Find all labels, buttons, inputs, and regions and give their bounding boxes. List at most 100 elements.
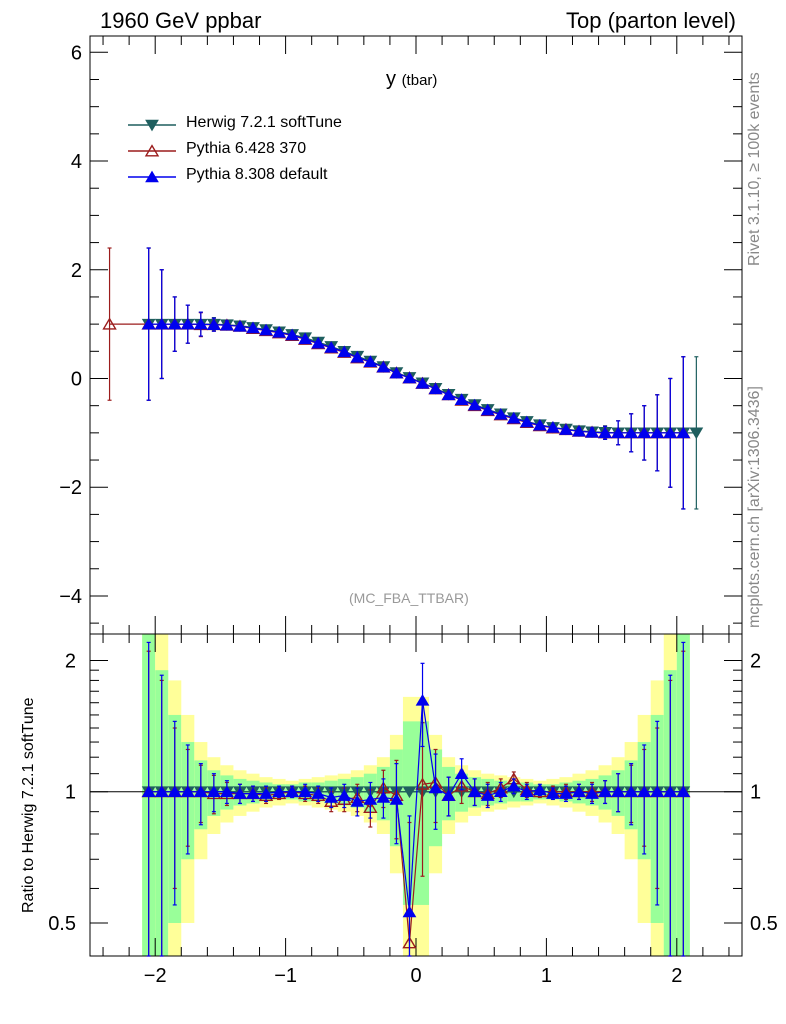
- main-point: [233, 319, 247, 332]
- ratio-point: [207, 785, 221, 798]
- ratio-point: [467, 785, 482, 798]
- main-point: [324, 341, 339, 353]
- ratio-point: [220, 785, 234, 798]
- y-tick-label: 4: [71, 151, 82, 173]
- main-point: [650, 426, 665, 439]
- main-point: [259, 323, 273, 336]
- ratio-point: [611, 785, 625, 798]
- main-point: [467, 398, 482, 411]
- header-energy-label: 1960 GeV ppbar: [100, 8, 262, 33]
- ratio-point: [585, 787, 599, 799]
- ratio-point: [441, 789, 456, 801]
- y-tick-label: 0: [71, 368, 82, 390]
- main-point: [663, 426, 678, 439]
- x-tick-label: 2: [671, 965, 682, 987]
- ratio-point: [650, 785, 665, 798]
- ratio-point: [428, 781, 443, 794]
- ratio-point: [506, 779, 521, 792]
- plot-title-main: y: [386, 68, 396, 90]
- main-series-2: [102, 247, 691, 510]
- ratio-point: [324, 791, 339, 803]
- x-tick-label: 0: [410, 965, 421, 987]
- main-point: [154, 317, 169, 330]
- ratio-y-tick-label: 0.5: [48, 913, 76, 935]
- main-point: [415, 376, 430, 389]
- ratio-point: [337, 789, 352, 801]
- main-point: [676, 426, 691, 439]
- main-point: [454, 393, 469, 405]
- x-tick-label: −1: [274, 965, 297, 987]
- ratio-point: [559, 787, 573, 799]
- ratio-point: [493, 785, 508, 798]
- legend-marker: [145, 170, 159, 183]
- legend-label-pythia8: Pythia 8.308 default: [186, 166, 328, 183]
- y-tick-label: −2: [59, 477, 82, 499]
- ratio-point: [572, 785, 586, 798]
- main-point: [624, 426, 639, 439]
- ratio-point: [676, 785, 691, 798]
- header-level-label: Top (parton level): [566, 8, 736, 33]
- main-point: [141, 317, 156, 330]
- ratio-y-tick-label: 1: [65, 782, 76, 804]
- main-point: [546, 421, 560, 433]
- ratio-point: [233, 787, 247, 799]
- y-tick-label: −4: [59, 586, 82, 608]
- ratio-point: [598, 785, 612, 798]
- plot-title: y (tbar): [386, 68, 437, 91]
- ratio-y-tick-label-right: 2: [750, 650, 761, 672]
- main-point: [506, 411, 521, 424]
- legend-marker: [144, 144, 160, 157]
- main-point: [493, 407, 508, 420]
- main-point: [533, 418, 547, 431]
- ratio-point: [624, 785, 639, 798]
- ratio-point: [533, 783, 547, 796]
- main-point: [689, 427, 704, 440]
- ratio-y-tick-label-right: 0.5: [750, 913, 778, 935]
- ratio-point: [259, 787, 273, 799]
- ratio-point: [141, 785, 156, 798]
- process-label: (MC_FBA_TTBAR): [349, 590, 469, 606]
- ratio-y-axis: 0.5 0.5 1 1 2 2: [48, 650, 778, 935]
- main-point: [389, 366, 404, 379]
- ratio-point: [363, 793, 378, 805]
- x-axis: −2 −1 0 1 2: [102, 36, 730, 987]
- main-point: [519, 415, 534, 428]
- y-tick-label: 2: [71, 260, 82, 282]
- main-point: [350, 350, 365, 363]
- ratio-point: [546, 787, 560, 799]
- y-tick-label: 6: [71, 42, 82, 64]
- ratio-point: [350, 795, 365, 807]
- ratio-point: [298, 785, 313, 798]
- main-point: [376, 360, 391, 373]
- main-y-axis: −4 −2 0 2 4 6: [59, 42, 742, 624]
- ratio-point: [376, 791, 391, 803]
- ratio-y-tick-label-right: 1: [750, 782, 761, 804]
- ratio-point: [311, 787, 326, 799]
- main-point: [402, 371, 417, 384]
- main-point: [428, 382, 443, 395]
- legend-label-herwig: Herwig 7.2.1 softTune: [186, 114, 342, 131]
- main-point: [246, 321, 260, 334]
- ratio-point: [246, 787, 260, 799]
- ratio-point: [454, 767, 469, 779]
- ratio-point: [480, 789, 495, 801]
- main-point: [180, 317, 195, 330]
- ratio-point: [402, 905, 417, 918]
- ratio-point: [663, 785, 678, 798]
- ratio-point: [180, 785, 195, 798]
- main-point: [572, 424, 586, 437]
- main-point: [441, 388, 456, 401]
- main-point: [285, 328, 299, 341]
- ratio-point: [154, 785, 169, 798]
- x-tick-label: 1: [541, 965, 552, 987]
- ratio-point: [389, 793, 404, 805]
- main-point: [480, 403, 495, 416]
- main-point: [167, 317, 182, 330]
- main-series-3: [141, 247, 691, 510]
- ratio-point: [415, 777, 430, 790]
- main-point: [611, 426, 625, 439]
- ratio-series-3: [141, 641, 691, 957]
- main-point: [311, 336, 326, 349]
- main-point: [585, 425, 599, 438]
